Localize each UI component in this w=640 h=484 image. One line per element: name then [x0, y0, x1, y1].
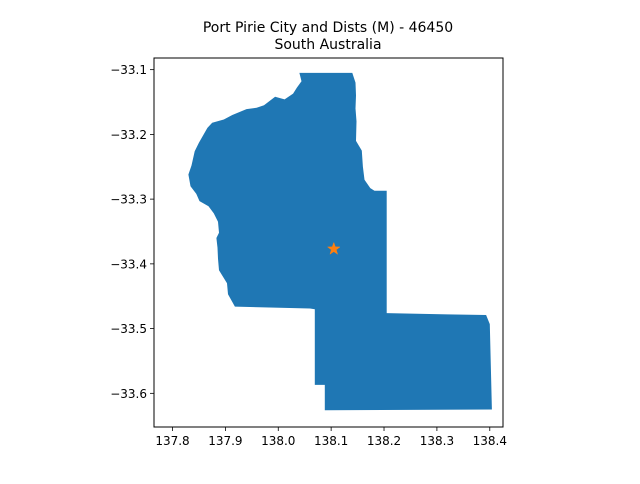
axes-frame — [153, 57, 504, 428]
y-tick-label: −33.5 — [110, 322, 147, 336]
y-tick-label: −33.3 — [110, 193, 147, 207]
x-axis: 137.8 137.9 138.0 138.1 138.2 138.3 138.4 — [155, 427, 507, 448]
location-star-marker — [326, 241, 341, 255]
marker-layer — [326, 241, 341, 255]
y-tick-label: −33.2 — [110, 128, 147, 142]
x-tick-label: 138.2 — [367, 434, 401, 448]
y-axis: −33.1 −33.2 −33.3 −33.4 −33.5 −33.6 — [110, 63, 154, 401]
y-tick-label: −33.4 — [110, 257, 147, 271]
y-tick-label: −33.6 — [110, 387, 147, 401]
x-tick-label: 137.8 — [155, 434, 189, 448]
x-tick-label: 138.3 — [420, 434, 454, 448]
region-layer — [188, 72, 492, 411]
y-tick-label: −33.1 — [110, 63, 147, 77]
x-tick-label: 137.9 — [208, 434, 242, 448]
x-tick-label: 138.1 — [314, 434, 348, 448]
x-tick-label: 138.0 — [261, 434, 295, 448]
chart-title: Port Pirie City and Dists (M) - 46450 — [203, 20, 453, 36]
x-tick-label: 138.4 — [473, 434, 507, 448]
chart-subtitle: South Australia — [274, 37, 381, 53]
region-polygon — [188, 72, 492, 411]
